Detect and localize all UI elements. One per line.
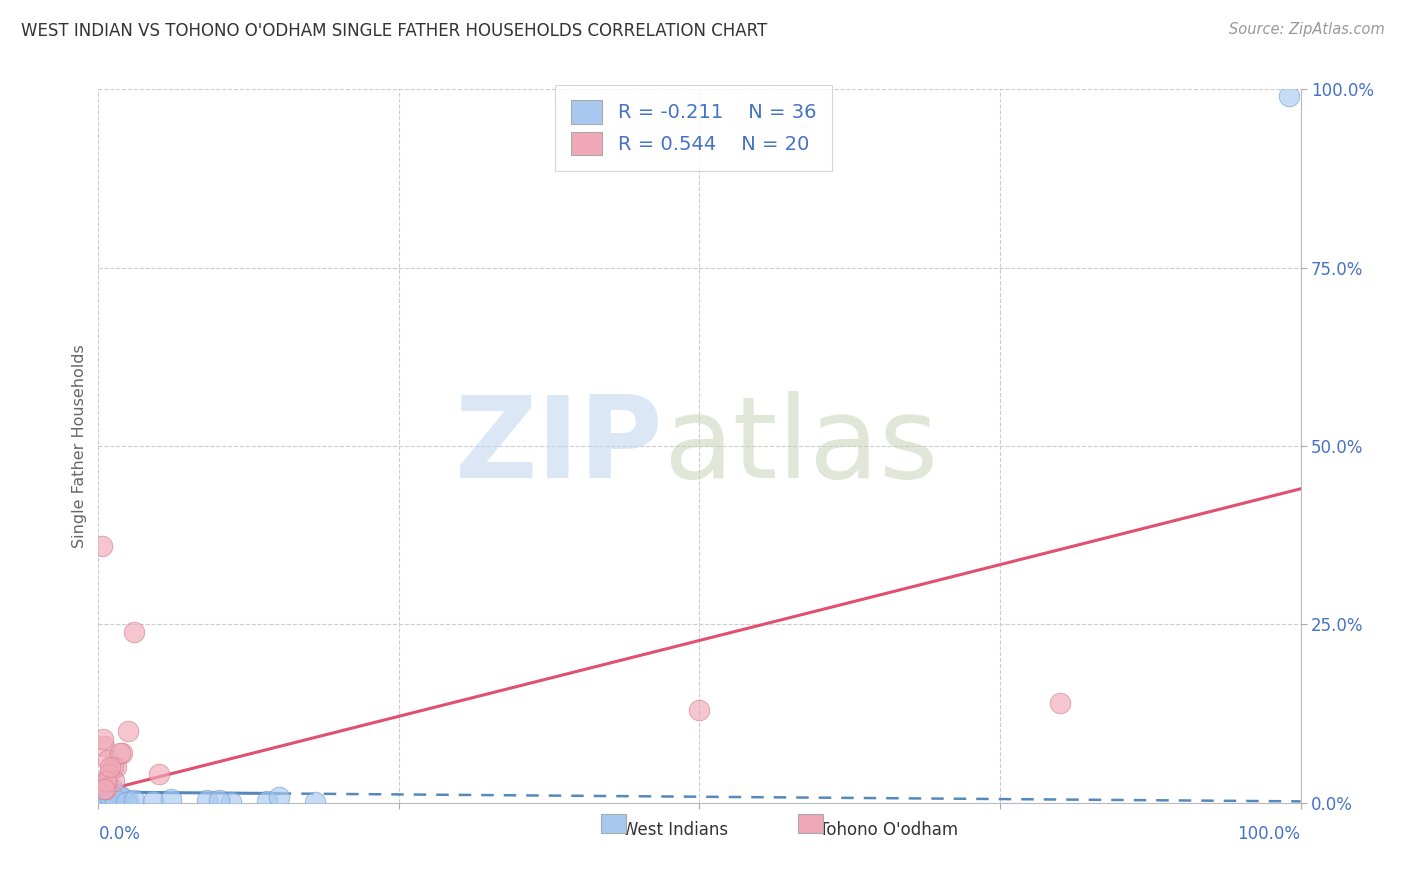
Point — [100, 791, 122, 805]
Text: WEST INDIAN VS TOHONO O'ODHAM SINGLE FATHER HOUSEHOLDS CORRELATION CHART: WEST INDIAN VS TOHONO O'ODHAM SINGLE FAT… — [21, 22, 768, 40]
Point — [97, 753, 120, 767]
Point — [208, 793, 231, 807]
Point — [94, 781, 117, 796]
Point — [96, 793, 118, 807]
Point — [93, 794, 115, 808]
Point — [159, 791, 181, 805]
Point — [111, 746, 134, 760]
Point — [101, 781, 124, 796]
Point — [111, 790, 134, 805]
Text: West Indians: West Indians — [623, 821, 728, 838]
Point — [91, 794, 114, 808]
Point — [98, 767, 121, 781]
Point — [96, 783, 118, 797]
Point — [94, 774, 117, 789]
Legend: R = -0.211    N = 36, R = 0.544    N = 20: R = -0.211 N = 36, R = 0.544 N = 20 — [555, 85, 831, 171]
Point — [91, 778, 114, 792]
Point — [195, 793, 218, 807]
Point — [96, 774, 118, 789]
Point — [90, 790, 112, 805]
Point — [124, 624, 146, 639]
Point — [98, 783, 121, 797]
Point — [100, 793, 122, 807]
Text: ZIP: ZIP — [456, 391, 664, 501]
Point — [1049, 696, 1071, 710]
Point — [304, 795, 326, 809]
Text: Tohono O'odham: Tohono O'odham — [820, 821, 957, 838]
Point — [108, 746, 131, 760]
Point — [256, 794, 278, 808]
Point — [110, 790, 132, 805]
Text: 100.0%: 100.0% — [1237, 825, 1301, 843]
Point — [148, 767, 170, 781]
Point — [115, 795, 138, 809]
Point — [107, 789, 129, 803]
Point — [97, 791, 120, 805]
Point — [94, 787, 117, 801]
Point — [108, 795, 131, 809]
Point — [219, 795, 242, 809]
Point — [105, 787, 128, 801]
Point — [103, 774, 125, 789]
Text: Source: ZipAtlas.com: Source: ZipAtlas.com — [1229, 22, 1385, 37]
Point — [103, 793, 125, 807]
Point — [117, 794, 139, 808]
Point — [104, 791, 127, 805]
Point — [97, 789, 120, 803]
Point — [100, 760, 122, 774]
Point — [105, 760, 128, 774]
Point — [101, 760, 124, 774]
Point — [93, 739, 115, 753]
Point — [267, 790, 290, 805]
Point — [117, 724, 139, 739]
Point — [1277, 89, 1299, 103]
Y-axis label: Single Father Households: Single Father Households — [72, 344, 87, 548]
Point — [124, 793, 146, 807]
Point — [93, 781, 115, 796]
Text: atlas: atlas — [664, 391, 939, 501]
Text: 0.0%: 0.0% — [98, 825, 141, 843]
Point — [91, 539, 114, 553]
Point — [688, 703, 710, 717]
Point — [94, 793, 117, 807]
Point — [96, 785, 118, 799]
Point — [93, 790, 115, 805]
Point — [141, 794, 163, 808]
Point — [91, 731, 114, 746]
Point — [91, 787, 114, 801]
